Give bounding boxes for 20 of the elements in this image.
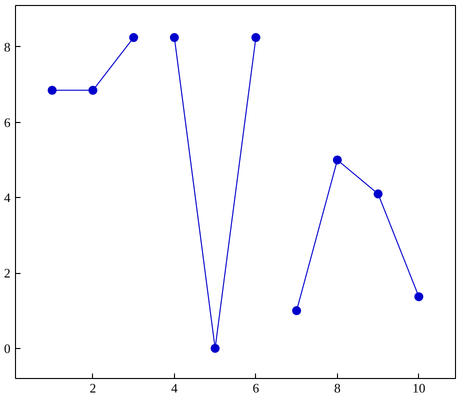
- y-tick-label: 2: [4, 266, 10, 281]
- y-tick-label: 6: [4, 114, 11, 130]
- point: [48, 86, 57, 95]
- y-tick-label: 4: [4, 190, 11, 206]
- x-tick-label: 10: [412, 380, 426, 396]
- point: [374, 189, 383, 198]
- x-tick-label: 8: [334, 380, 341, 396]
- point: [129, 33, 138, 42]
- point: [170, 33, 179, 42]
- x-tick-label: 2: [90, 380, 96, 396]
- point: [292, 306, 302, 316]
- point: [251, 33, 260, 42]
- x-tick-label: 6: [252, 380, 260, 396]
- y-tick-label: 8: [4, 39, 10, 54]
- point: [88, 86, 98, 95]
- point: [210, 344, 220, 353]
- x-tick-label: 4: [171, 380, 178, 396]
- point: [414, 292, 424, 302]
- point: [332, 155, 342, 164]
- y-tick-label: 0: [4, 340, 10, 356]
